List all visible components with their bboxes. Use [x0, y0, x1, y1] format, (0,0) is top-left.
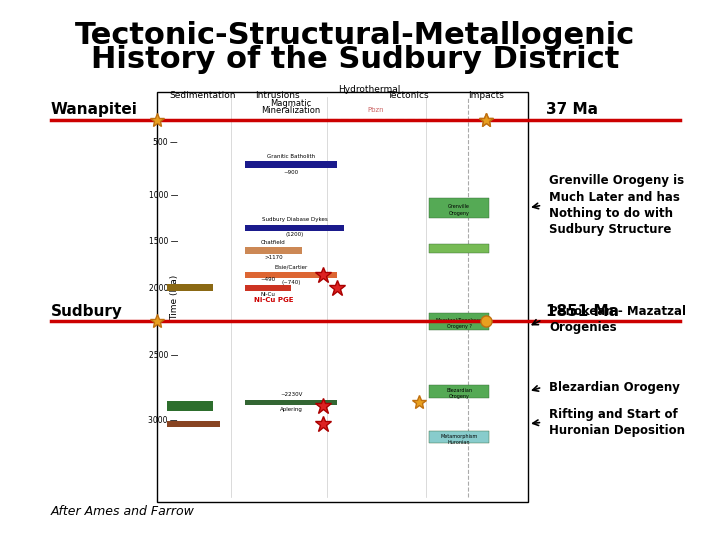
Text: Elsie/Cartier: Elsie/Cartier — [274, 265, 307, 270]
Text: Penokean - Mazatzal: Penokean - Mazatzal — [549, 305, 686, 318]
Text: Grenville Orogeny is: Grenville Orogeny is — [549, 174, 685, 187]
Bar — [429, 198, 490, 218]
Text: 1851 Ma: 1851 Ma — [546, 303, 619, 319]
Text: 37 Ma: 37 Ma — [546, 102, 598, 117]
Bar — [167, 401, 213, 411]
Text: Ni-Cu PGE: Ni-Cu PGE — [253, 296, 293, 303]
Bar — [429, 384, 490, 399]
Text: 2000 —: 2000 — — [148, 285, 178, 293]
Bar — [429, 244, 490, 253]
Text: Sudbury Diabase Dykes: Sudbury Diabase Dykes — [262, 218, 328, 222]
Text: Magmatic: Magmatic — [271, 99, 312, 108]
Text: Orogeny: Orogeny — [449, 394, 469, 400]
Text: Metamorphism: Metamorphism — [441, 434, 478, 439]
Text: 500 —: 500 — — [153, 138, 178, 147]
Text: Granitic Batholith: Granitic Batholith — [267, 154, 315, 159]
Text: Time (Ma): Time (Ma) — [170, 274, 179, 320]
Bar — [167, 284, 213, 292]
Text: (~740): (~740) — [282, 280, 301, 285]
Text: Sudbury: Sudbury — [50, 303, 122, 319]
Text: 1500 —: 1500 — — [148, 238, 178, 246]
Text: After Ames and Farrow: After Ames and Farrow — [50, 505, 194, 518]
Text: ~2230V: ~2230V — [280, 392, 302, 397]
Text: Ni-Cu: Ni-Cu — [261, 293, 276, 298]
Text: Orogenies: Orogenies — [549, 321, 617, 334]
Text: 3000 —: 3000 — — [148, 416, 178, 424]
Bar — [246, 225, 344, 231]
Text: Sedimentation: Sedimentation — [169, 91, 236, 100]
Text: ~900: ~900 — [284, 170, 299, 174]
Text: Tectonic-Structural-Metallogenic: Tectonic-Structural-Metallogenic — [75, 21, 635, 50]
Text: 2500 —: 2500 — — [148, 351, 178, 360]
Text: Nothing to do with: Nothing to do with — [549, 207, 673, 220]
Bar — [246, 285, 291, 291]
Text: Pbzn: Pbzn — [368, 107, 384, 113]
Text: Blezardian Orogeny: Blezardian Orogeny — [549, 381, 680, 394]
Text: Grenville: Grenville — [449, 204, 470, 210]
Text: History of the Sudbury District: History of the Sudbury District — [91, 45, 619, 74]
Text: Intrusions: Intrusions — [255, 91, 300, 100]
Text: Huronian: Huronian — [448, 440, 470, 445]
Text: Much Later and has: Much Later and has — [549, 191, 680, 204]
Text: ~490: ~490 — [261, 277, 276, 282]
Text: Tectonics: Tectonics — [387, 91, 428, 100]
Text: Orogeny: Orogeny — [449, 211, 469, 216]
Text: (1200): (1200) — [286, 232, 304, 237]
Bar — [246, 400, 337, 405]
Text: Mazatzal/Penokean: Mazatzal/Penokean — [436, 318, 483, 323]
Text: Chatfield: Chatfield — [261, 240, 286, 245]
Bar — [429, 431, 490, 443]
FancyBboxPatch shape — [157, 92, 528, 502]
Bar — [246, 272, 337, 279]
Text: Rifting and Start of: Rifting and Start of — [549, 408, 678, 421]
Text: Hydrothermal: Hydrothermal — [338, 85, 400, 94]
Bar — [246, 161, 337, 168]
Text: Blezardian: Blezardian — [446, 388, 472, 393]
Bar — [246, 247, 302, 254]
Text: Aplering: Aplering — [280, 407, 302, 411]
Bar — [429, 313, 490, 330]
Text: Mineralization: Mineralization — [261, 106, 321, 115]
Text: >1170: >1170 — [264, 255, 283, 260]
Text: 1000 —: 1000 — — [148, 191, 178, 200]
Text: Wanapitei: Wanapitei — [50, 102, 138, 117]
Bar — [167, 421, 220, 427]
Text: Sudbury Structure: Sudbury Structure — [549, 223, 672, 236]
Text: Huronian Deposition: Huronian Deposition — [549, 424, 685, 437]
Text: Orogeny ?: Orogeny ? — [446, 324, 472, 329]
Text: Impacts: Impacts — [468, 91, 504, 100]
